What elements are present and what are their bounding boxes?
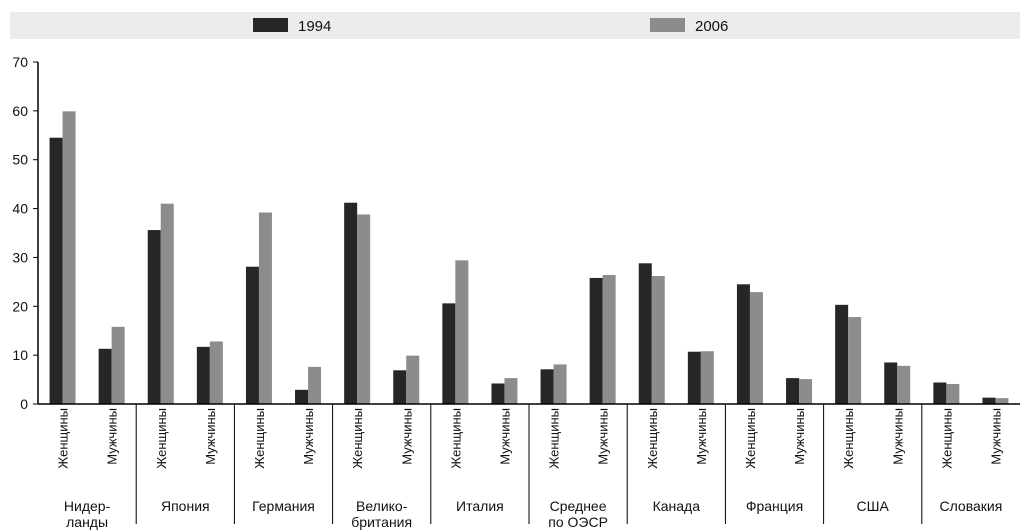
group-label: Япония	[161, 498, 210, 514]
y-tick-label: 0	[20, 396, 28, 412]
x-category-label: Женщины	[252, 408, 267, 469]
bar-2006-women	[160, 203, 174, 404]
bar-2006-women	[357, 214, 371, 404]
legend-swatch-2006	[650, 18, 685, 32]
group-label: США	[857, 498, 890, 514]
x-category-label: Мужчины	[890, 408, 905, 465]
bar-1994-men	[393, 370, 407, 404]
group-label: британия	[351, 514, 412, 530]
bar-1994-men	[491, 383, 505, 404]
bar-1994-women	[540, 369, 554, 404]
legend-background	[10, 12, 1020, 39]
bar-2006-women	[258, 212, 272, 404]
bar-2006-men	[111, 326, 125, 404]
y-tick-label: 20	[12, 298, 28, 314]
x-category-label: Мужчины	[105, 408, 120, 465]
bar-2006-men	[308, 366, 322, 404]
bar-1994-men	[982, 397, 996, 404]
x-category-label: Женщины	[743, 408, 758, 469]
bar-1994-women	[245, 266, 259, 404]
y-axis-ticks: 0 10 20 30 40 50 60 70	[12, 54, 38, 412]
y-tick-label: 30	[12, 249, 28, 265]
bar-2006-women	[749, 292, 763, 404]
bar-1994-women	[49, 137, 63, 404]
bar-2006-men	[700, 351, 714, 404]
y-tick-label: 60	[12, 103, 28, 119]
bar-2006-men	[897, 365, 911, 404]
bar-2006-men	[406, 355, 420, 404]
x-axis-labels: Женщины Мужчины Нидер-ланды Женщины Мужчины Я…	[56, 408, 1004, 530]
group-label: Среднее	[550, 498, 607, 514]
bar-2006-men	[602, 275, 616, 404]
group-label: Германия	[252, 498, 315, 514]
x-category-label: Женщины	[547, 408, 562, 469]
bar-2006-men	[209, 341, 223, 404]
bar-1994-women	[736, 284, 750, 404]
group-label: Канада	[653, 498, 701, 514]
x-category-label: Мужчины	[497, 408, 512, 465]
bar-1994-men	[196, 346, 210, 404]
axes	[37, 62, 1020, 524]
bar-2006-men	[799, 379, 813, 404]
x-category-label: Женщины	[56, 408, 71, 469]
group-label: Франция	[746, 498, 803, 514]
bar-1994-women	[147, 230, 161, 404]
group-label: Словакия	[939, 498, 1002, 514]
bar-1994-men	[295, 389, 309, 404]
bar-1994-women	[344, 202, 358, 404]
bar-1994-men	[786, 378, 800, 404]
group-label: Велико-	[356, 498, 408, 514]
x-category-label: Женщины	[154, 408, 169, 469]
bar-1994-men	[687, 351, 701, 404]
legend-label-1994: 1994	[298, 18, 331, 35]
bar-1994-men	[98, 348, 112, 404]
bar-1994-women	[933, 382, 947, 404]
bar-1994-men	[884, 362, 898, 404]
x-category-label: Женщины	[645, 408, 660, 469]
group-label: Нидер-	[64, 498, 111, 514]
bar-1994-men	[589, 277, 603, 404]
x-category-label: Мужчины	[792, 408, 807, 465]
legend-label-2006: 2006	[695, 18, 728, 35]
x-category-label: Женщины	[841, 408, 856, 469]
bar-2006-women	[946, 383, 960, 404]
x-category-label: Женщины	[350, 408, 365, 469]
y-tick-label: 50	[12, 152, 28, 168]
bar-2006-women	[651, 275, 665, 404]
bar-2006-women	[62, 111, 76, 405]
bar-1994-women	[442, 303, 456, 404]
x-category-label: Мужчины	[596, 408, 611, 465]
bar-2006-men	[504, 378, 518, 404]
bar-2006-women	[455, 260, 469, 404]
x-category-label: Мужчины	[694, 408, 709, 465]
y-tick-label: 70	[12, 54, 28, 70]
y-tick-label: 40	[12, 201, 28, 217]
bar-2006-women	[848, 317, 862, 404]
x-category-label: Мужчины	[301, 408, 316, 465]
bar-2006-women	[553, 364, 567, 404]
group-label: ланды	[66, 514, 108, 530]
x-category-label: Мужчины	[988, 408, 1003, 465]
x-category-label: Мужчины	[399, 408, 414, 465]
legend: 1994 2006	[253, 18, 728, 35]
group-label: Италия	[456, 498, 504, 514]
x-category-label: Женщины	[448, 408, 463, 469]
x-category-label: Мужчины	[203, 408, 218, 465]
bar-2006-men	[995, 398, 1009, 404]
bar-1994-women	[638, 263, 652, 404]
bars	[49, 111, 1009, 405]
y-tick-label: 10	[12, 347, 28, 363]
bar-1994-women	[835, 304, 849, 404]
legend-swatch-1994	[253, 18, 288, 32]
group-label: по ОЭСР	[548, 514, 608, 530]
x-category-label: Женщины	[939, 408, 954, 469]
